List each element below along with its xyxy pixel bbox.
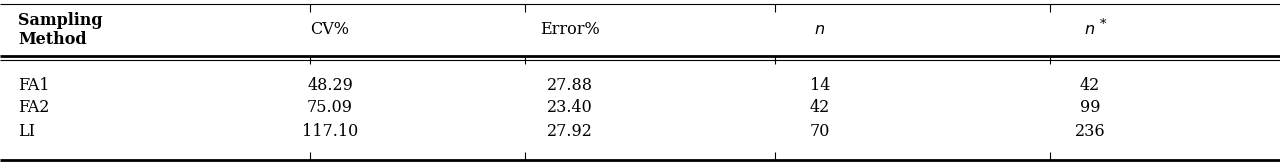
Text: 117.10: 117.10 bbox=[302, 123, 358, 141]
Text: 70: 70 bbox=[810, 123, 831, 141]
Text: 48.29: 48.29 bbox=[307, 76, 353, 93]
Text: Error%: Error% bbox=[540, 21, 600, 39]
Text: 42: 42 bbox=[1080, 76, 1100, 93]
Text: Sampling
Method: Sampling Method bbox=[18, 12, 102, 48]
Text: LI: LI bbox=[18, 123, 35, 141]
Text: 27.88: 27.88 bbox=[547, 76, 593, 93]
Text: CV%: CV% bbox=[311, 21, 349, 39]
Text: *: * bbox=[1100, 18, 1106, 31]
Text: 14: 14 bbox=[810, 76, 831, 93]
Text: 27.92: 27.92 bbox=[547, 123, 593, 141]
Text: 99: 99 bbox=[1080, 100, 1101, 116]
Text: FA1: FA1 bbox=[18, 76, 50, 93]
Text: 42: 42 bbox=[810, 100, 831, 116]
Text: 236: 236 bbox=[1075, 123, 1106, 141]
Text: 23.40: 23.40 bbox=[547, 100, 593, 116]
Text: 75.09: 75.09 bbox=[307, 100, 353, 116]
Text: $n$: $n$ bbox=[1084, 21, 1096, 39]
Text: $n$: $n$ bbox=[814, 21, 826, 39]
Text: FA2: FA2 bbox=[18, 100, 50, 116]
